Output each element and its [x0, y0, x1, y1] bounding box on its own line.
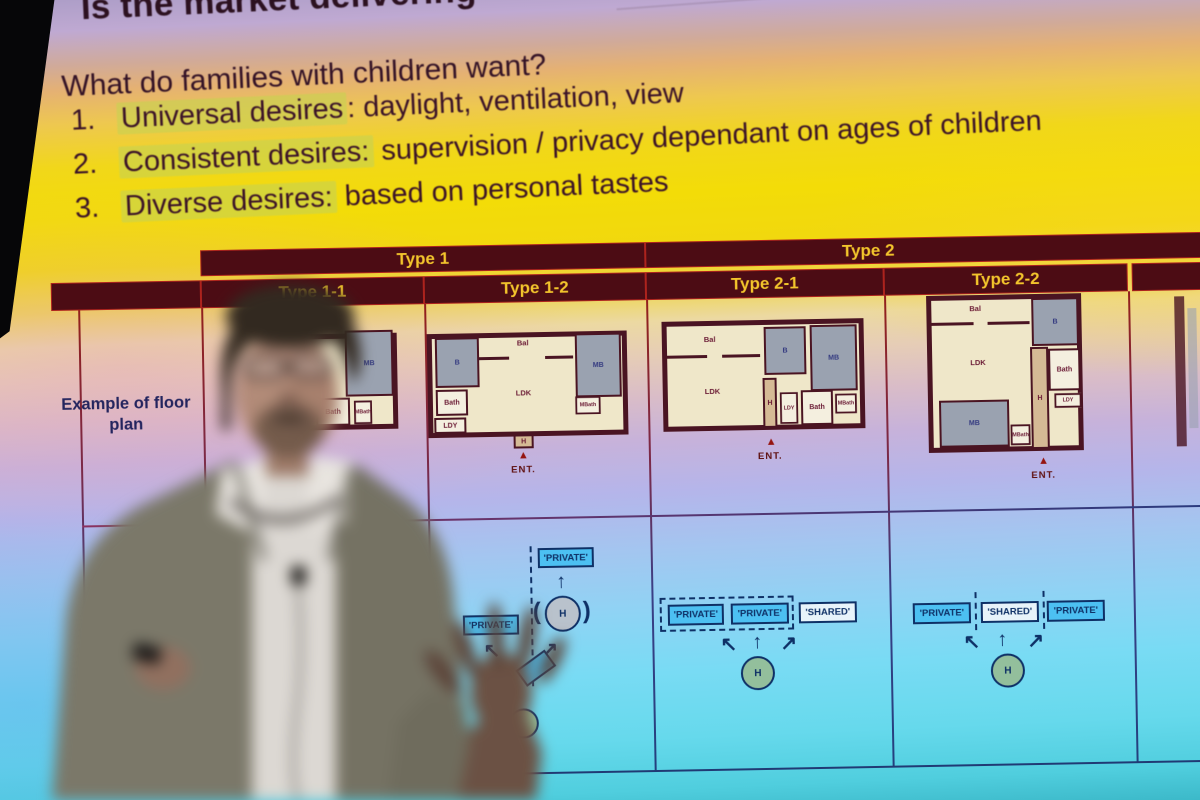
- right-forearm: [455, 706, 542, 800]
- finger: [517, 605, 537, 671]
- finger: [487, 602, 505, 670]
- collar-shadow: [226, 493, 343, 525]
- lavalier-mic-icon: [291, 566, 306, 585]
- jacket: [52, 460, 262, 800]
- glasses-icon: [290, 355, 332, 378]
- hair-top: [226, 284, 354, 348]
- lapel: [325, 464, 357, 562]
- finger: [424, 650, 462, 694]
- glasses-icon: [244, 356, 286, 379]
- beard: [254, 403, 324, 457]
- mic-cable: [292, 584, 302, 800]
- lapel: [231, 464, 269, 562]
- finger: [453, 620, 479, 680]
- mustache: [274, 414, 304, 423]
- finger: [538, 636, 566, 684]
- nose-shadow: [278, 393, 298, 407]
- jacket-sleeve: [388, 690, 470, 800]
- clicker: [132, 642, 162, 665]
